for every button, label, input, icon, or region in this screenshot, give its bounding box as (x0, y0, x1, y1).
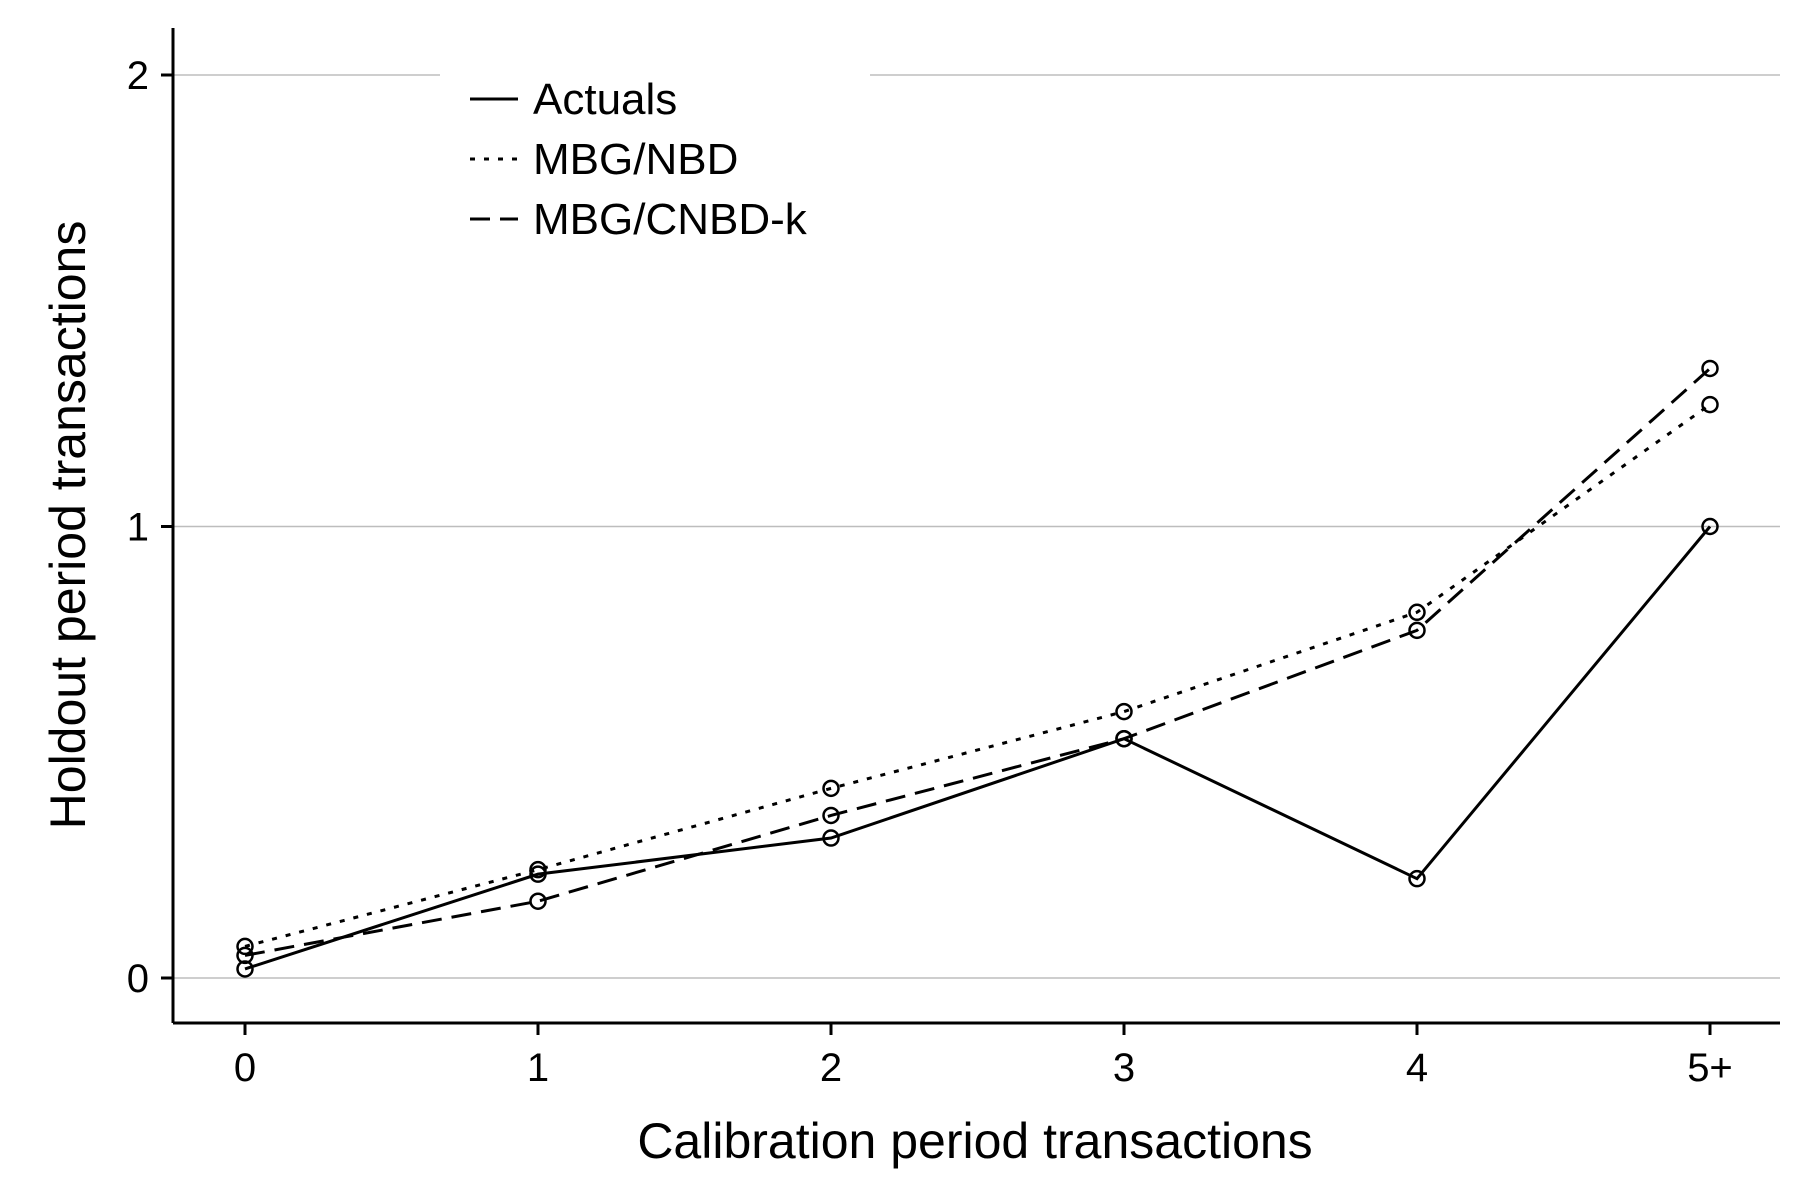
point-mbg-nbd-1 (529, 860, 547, 879)
point-actuals-2 (822, 829, 840, 847)
series-group (236, 359, 1719, 978)
point-mbg-nbd-5 (1701, 395, 1719, 414)
x-tick-label-3: 3 (1113, 1046, 1135, 1090)
point-mbg-nbd-0 (236, 937, 254, 956)
point-actuals-1 (529, 865, 547, 883)
point-mbg-cnbd-k-1 (529, 892, 547, 910)
series-line-actuals (244, 525, 1712, 971)
x-tick-label-5: 5+ (1687, 1046, 1733, 1090)
x-tick-label-4: 4 (1406, 1046, 1428, 1090)
legend-label-mbg-cnbd-k: MBG/CNBD-k (533, 195, 808, 244)
point-mbg-cnbd-k-2 (822, 806, 840, 825)
y-tick-label-1: 1 (127, 506, 149, 550)
x-tick-label-0: 0 (234, 1046, 256, 1090)
series-line-mbg-cnbd-k (244, 367, 1711, 957)
y-axis-title: Holdout period transactions (40, 221, 96, 830)
point-actuals-5 (1701, 517, 1719, 536)
point-actuals-0 (236, 960, 254, 978)
point-mbg-cnbd-k-3 (1115, 729, 1133, 748)
point-mbg-cnbd-k-0 (236, 946, 254, 965)
legend: Actuals MBG/NBD MBG/CNBD-k (470, 75, 808, 244)
point-mbg-nbd-2 (822, 779, 840, 798)
legend-label-mbg-nbd: MBG/NBD (533, 135, 738, 184)
x-axis-title: Calibration period transactions (637, 1113, 1312, 1169)
legend-background (440, 50, 870, 270)
axes: 0 1 2 0 1 2 3 4 5+ (127, 28, 1780, 1090)
point-actuals-4 (1408, 869, 1426, 888)
y-tick-label-0: 0 (127, 957, 149, 1001)
y-tick-label-2: 2 (127, 54, 149, 98)
point-mbg-cnbd-k-4 (1408, 621, 1426, 640)
point-mbg-nbd-4 (1408, 603, 1426, 622)
point-mbg-nbd-3 (1115, 702, 1133, 721)
x-tick-label-2: 2 (820, 1046, 842, 1090)
x-tick-label-1: 1 (527, 1046, 549, 1090)
legend-label-actuals: Actuals (533, 75, 677, 124)
gridlines (173, 74, 1780, 979)
series-line-mbg-nbd (244, 403, 1711, 948)
point-mbg-cnbd-k-5 (1701, 359, 1719, 378)
